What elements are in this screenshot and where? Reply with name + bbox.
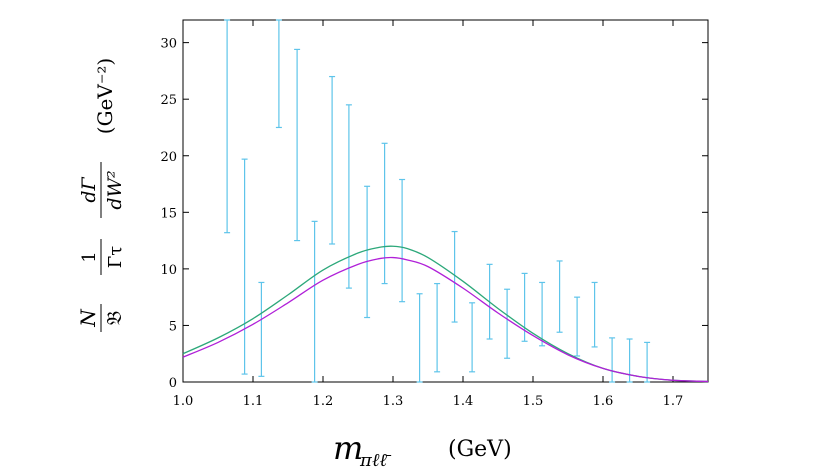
errorbar bbox=[258, 281, 265, 377]
x-tick-label: 1.5 bbox=[523, 394, 544, 409]
errorbar bbox=[504, 288, 511, 359]
errorbar-layer bbox=[224, 19, 651, 383]
errorbar bbox=[434, 282, 441, 373]
errorbar bbox=[416, 293, 423, 383]
axis-ticks bbox=[182, 20, 708, 383]
errorbar bbox=[345, 104, 352, 289]
x-tick-label: 1.4 bbox=[453, 394, 474, 409]
y-tick-label: 25 bbox=[160, 93, 177, 108]
y-tick-label: 30 bbox=[160, 37, 177, 52]
y-axis-n-numerator: N bbox=[76, 308, 100, 328]
x-axis-subscript: πℓℓ̄ bbox=[359, 450, 392, 467]
y-tick-label: 20 bbox=[160, 150, 177, 165]
x-axis-title: m πℓℓ̄ (GeV) bbox=[333, 429, 512, 467]
series-layer bbox=[182, 245, 709, 383]
errorbar bbox=[275, 19, 282, 129]
errorbar bbox=[469, 302, 476, 373]
errorbar bbox=[311, 220, 318, 383]
y-tick-label: 5 bbox=[169, 319, 177, 334]
x-tick-label: 1.1 bbox=[243, 394, 264, 409]
y-tick-label: 15 bbox=[160, 206, 177, 221]
x-tick-label: 1.0 bbox=[173, 394, 194, 409]
y-tick-label: 10 bbox=[160, 263, 177, 278]
y-axis-n-denominator: 𝔅 bbox=[102, 311, 126, 325]
errorbar bbox=[364, 185, 371, 319]
errorbar bbox=[224, 19, 231, 234]
x-tick-label: 1.7 bbox=[663, 394, 684, 409]
errorbar bbox=[381, 142, 388, 285]
y-axis-deriv-numerator: dΓ bbox=[78, 177, 100, 203]
x-tick-label: 1.2 bbox=[313, 394, 334, 409]
errorbar bbox=[399, 178, 406, 303]
x-tick-label: 1.6 bbox=[593, 394, 614, 409]
errorbar bbox=[539, 281, 546, 347]
errorbar bbox=[294, 48, 301, 242]
errorbar bbox=[556, 260, 563, 333]
errorbar bbox=[329, 75, 336, 245]
errorbar bbox=[609, 337, 616, 383]
errorbar bbox=[591, 281, 598, 348]
tick-label-layer: 1.0 1.1 1.2 1.3 1.4 1.5 1.6 1.7 0 5 10 15 20 25 30 bbox=[160, 37, 683, 409]
plot-frame bbox=[182, 19, 709, 383]
errorbar bbox=[644, 341, 651, 383]
x-axis-symbol: m bbox=[333, 429, 363, 467]
y-axis-g-numerator: 1 bbox=[79, 251, 100, 262]
y-axis-deriv-denominator: dW² bbox=[104, 170, 126, 209]
series-magenta-curve bbox=[182, 256, 709, 383]
y-axis-g-denominator: Γτ bbox=[105, 246, 126, 268]
errorbar bbox=[574, 296, 581, 357]
errorbar bbox=[241, 158, 248, 375]
y-axis-title: N 𝔅 1 Γτ dΓ dW² (GeV⁻²) bbox=[76, 58, 126, 332]
x-tick-label: 1.3 bbox=[383, 394, 404, 409]
y-tick-label: 0 bbox=[169, 376, 177, 391]
y-axis-unit: (GeV⁻²) bbox=[93, 58, 117, 134]
x-axis-unit: (GeV) bbox=[448, 437, 512, 462]
errorbar bbox=[451, 230, 458, 323]
